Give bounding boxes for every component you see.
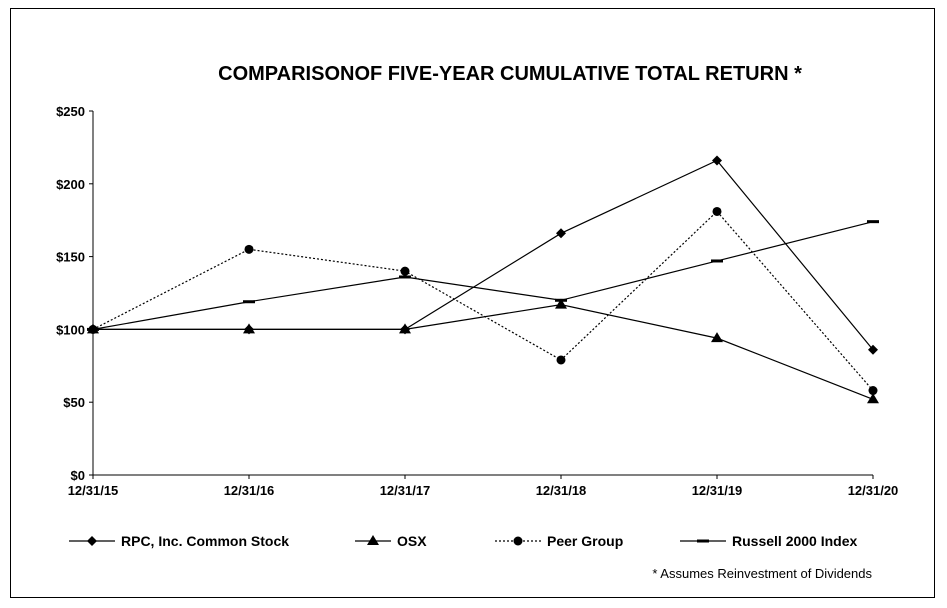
series-layer	[87, 155, 879, 404]
data-point	[711, 259, 723, 263]
data-point	[867, 220, 879, 224]
legend-item: Peer Group	[495, 533, 623, 549]
legend-label: Peer Group	[547, 533, 623, 549]
x-tick-label: 12/31/17	[380, 483, 431, 498]
x-tick-label: 12/31/16	[224, 483, 275, 498]
series-peer-group	[88, 206, 878, 396]
legend-swatch-marker	[697, 539, 709, 543]
x-tick-label: 12/31/18	[536, 483, 587, 498]
data-point	[244, 244, 254, 254]
legend-swatch-marker	[513, 536, 523, 546]
legend-swatch-marker	[367, 535, 379, 545]
data-point	[868, 386, 878, 396]
series-line	[92, 221, 874, 330]
series-line	[92, 210, 874, 391]
y-tick-label: $100	[56, 322, 85, 337]
y-tick-label: $50	[63, 395, 85, 410]
data-point	[400, 266, 410, 276]
series-line	[93, 159, 874, 351]
legend-label: OSX	[397, 533, 427, 549]
legend-item: Russell 2000 Index	[680, 533, 858, 549]
data-point	[243, 300, 255, 304]
series-osx	[87, 298, 879, 404]
data-point	[711, 332, 723, 343]
data-point	[712, 206, 722, 216]
chart-frame	[10, 8, 935, 598]
data-point	[87, 327, 99, 331]
legend-item: RPC, Inc. Common Stock	[69, 533, 289, 549]
legend-label: Russell 2000 Index	[732, 533, 858, 549]
data-point	[399, 275, 411, 279]
data-point	[867, 393, 879, 404]
x-tick-label: 12/31/20	[848, 483, 899, 498]
legend: RPC, Inc. Common Stock OSX Peer Group Russe…	[69, 533, 858, 549]
data-point	[556, 228, 566, 239]
series-rpc-inc-common-stock	[88, 155, 878, 355]
series-line	[93, 304, 874, 400]
data-point	[243, 323, 255, 334]
chart-title: COMPARISONOF FIVE-YEAR CUMULATIVE TOTAL …	[218, 63, 802, 85]
data-point	[556, 355, 566, 365]
x-tick-label: 12/31/15	[68, 483, 119, 498]
y-tick-label: $250	[56, 104, 85, 119]
x-tick-label: 12/31/19	[692, 483, 743, 498]
legend-swatch-marker	[87, 536, 97, 546]
series-russell-2000-index	[87, 220, 879, 331]
legend-label: RPC, Inc. Common Stock	[121, 533, 289, 549]
y-tick-label: $0	[71, 468, 85, 483]
y-tick-label: $200	[56, 177, 85, 192]
data-point	[712, 155, 722, 166]
legend-item: OSX	[355, 533, 427, 549]
data-point	[399, 323, 411, 334]
data-point	[555, 298, 567, 309]
axes: $0 $50 $100 $150 $200 $250 12/31/15 12/31/16 12/…	[56, 104, 898, 498]
y-tick-label: $150	[56, 250, 85, 265]
data-point	[868, 344, 878, 355]
footnote: * Assumes Reinvestment of Dividends	[652, 566, 872, 581]
data-point	[555, 298, 567, 302]
